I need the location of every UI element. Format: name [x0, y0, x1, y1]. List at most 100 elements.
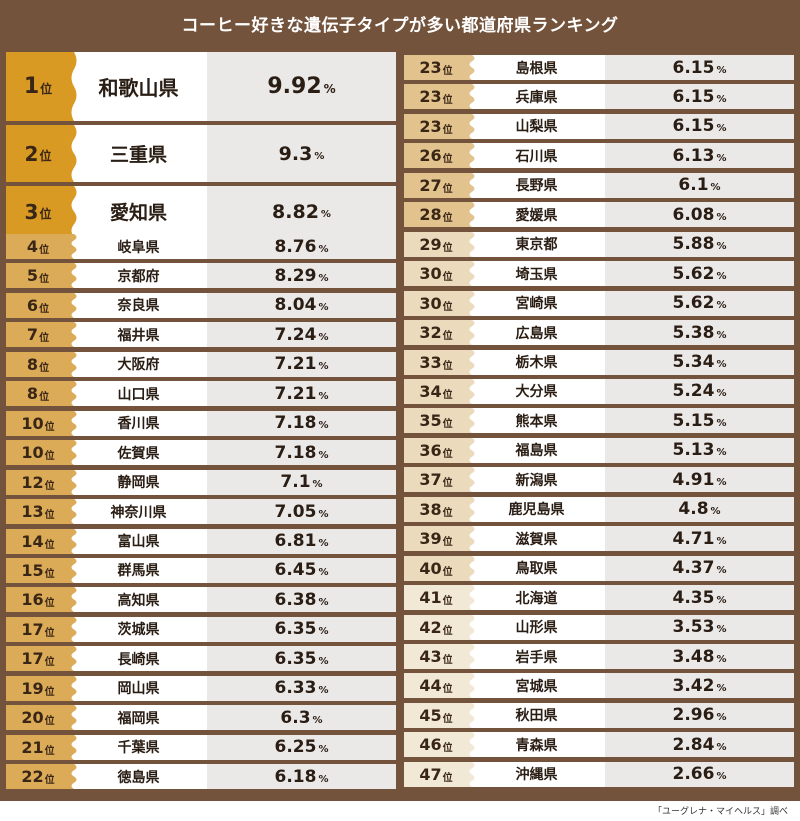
percentage-number: 6.1: [678, 175, 709, 196]
rank-suffix: 位: [40, 82, 53, 96]
rank-number: 6: [26, 295, 39, 315]
percentage-number: 4.71: [672, 528, 715, 549]
rank-number: 8: [26, 384, 39, 404]
rank-number: 27: [419, 175, 442, 195]
percent-sign: %: [716, 417, 727, 429]
rank-label: 19 位: [6, 675, 70, 701]
rank-number: 4: [26, 237, 39, 256]
rank-label: 23 位: [404, 55, 468, 80]
rank-wavy-edge: [468, 496, 475, 522]
rank-label: 28 位: [404, 202, 468, 228]
percentage-number: 4.35: [672, 587, 715, 608]
percent-sign: %: [716, 300, 727, 312]
prefecture-name: 大阪府: [70, 351, 207, 377]
rank-suffix: 位: [44, 598, 55, 610]
ranking-row: 47 位沖縄県 2.66%: [404, 761, 794, 787]
percentage-value: 6.08%: [605, 202, 794, 228]
rank-label: 45 位: [404, 702, 468, 728]
ranking-row: 10 位佐賀県 7.18%: [6, 440, 396, 466]
rank-label: 23 位: [404, 113, 468, 139]
prefecture-name: 鹿児島県: [468, 496, 605, 522]
percentage-value: 8.76%: [207, 234, 396, 259]
rank-number: 15: [21, 560, 44, 580]
percentage-value: 4.91%: [605, 467, 794, 493]
percent-sign: %: [320, 208, 331, 220]
percentage-value: 4.35%: [605, 585, 794, 611]
rank-number: 40: [419, 558, 442, 578]
ranking-row: 33 位栃木県 5.34%: [404, 349, 794, 375]
percentage-number: 6.81: [274, 531, 317, 551]
ranking-row: 40 位鳥取県 4.37%: [404, 555, 794, 581]
rank-wavy-edge: [468, 761, 475, 787]
percentage-value: 6.18%: [207, 764, 396, 790]
rank-suffix: 位: [442, 389, 453, 401]
percentage-value: 7.18%: [207, 410, 396, 436]
percent-sign: %: [716, 771, 727, 783]
percentage-number: 5.62: [672, 263, 715, 284]
prefecture-name: 長崎県: [70, 646, 207, 672]
prefecture-name: 東京都: [468, 231, 605, 257]
rank-number: 30: [419, 293, 442, 313]
prefecture-name: 三重県: [70, 125, 207, 182]
percent-sign: %: [318, 685, 329, 697]
ranking-row: 10 位香川県 7.18%: [6, 410, 396, 436]
rank-label: 46 位: [404, 732, 468, 758]
percentage-number: 5.13: [672, 440, 715, 461]
percentage-number: 2.96: [672, 705, 715, 726]
percent-sign: %: [716, 682, 727, 694]
rank-wavy-edge: [468, 526, 475, 552]
rank-number: 5: [26, 266, 39, 286]
rank-number: 21: [21, 737, 44, 757]
rank-wavy-edge: [468, 437, 475, 463]
rank-suffix: 位: [44, 686, 55, 698]
rank-suffix: 位: [44, 775, 55, 787]
rank-wavy-edge: [70, 186, 77, 237]
rank-label: 27 位: [404, 172, 468, 198]
ranking-row: 5 位京都府 8.29%: [6, 263, 396, 289]
ranking-row: 44 位宮城県 3.42%: [404, 673, 794, 699]
percent-sign: %: [314, 150, 325, 162]
rank-suffix: 位: [39, 149, 52, 163]
ranking-row: 19 位岡山県 6.33%: [6, 675, 396, 701]
percentage-value: 7.1%: [207, 469, 396, 495]
percentage-number: 6.35: [274, 619, 317, 640]
rank-suffix: 位: [39, 362, 50, 374]
rank-label: 10 位: [6, 410, 70, 436]
rank-suffix: 位: [442, 507, 453, 519]
ranking-panel: コーヒー好きな遺伝子タイプが多い都道府県ランキング 1 位和歌山県 9.92% 2 位三…: [0, 0, 800, 801]
rank-label: 44 位: [404, 673, 468, 699]
prefecture-name: 広島県: [468, 320, 605, 346]
rank-wavy-edge: [70, 675, 77, 701]
percent-sign: %: [716, 359, 727, 370]
percent-sign: %: [716, 712, 727, 724]
rank-number: 23: [419, 58, 442, 77]
rank-wavy-edge: [70, 587, 77, 613]
rank-wavy-edge: [468, 84, 475, 110]
percentage-value: 3.48%: [605, 644, 794, 669]
ranking-row: 7 位福井県 7.24%: [6, 322, 396, 348]
percentage-number: 3.48: [672, 646, 715, 667]
rank-suffix: 位: [44, 627, 55, 639]
percentage-value: 5.62%: [605, 261, 794, 287]
rank-suffix: 位: [442, 743, 453, 755]
prefecture-name: 福井県: [70, 322, 207, 348]
ranking-row: 23 位島根県 6.15%: [404, 55, 794, 80]
prefecture-name: 新潟県: [468, 467, 605, 493]
rank-wavy-edge: [70, 616, 77, 642]
rank-suffix: 位: [39, 333, 50, 345]
rank-label: 10 位: [6, 440, 70, 466]
rank-suffix: 位: [44, 716, 55, 728]
rank-label: 13 位: [6, 499, 70, 525]
rank-wavy-edge: [468, 702, 475, 728]
rank-number: 30: [419, 264, 442, 284]
ranking-row: 1 位和歌山県 9.92%: [6, 52, 396, 121]
rank-label: 41 位: [404, 585, 468, 611]
percentage-number: 5.34: [672, 352, 715, 372]
rank-suffix: 位: [39, 274, 50, 286]
percentage-number: 5.88: [672, 234, 715, 255]
percentage-value: 6.1%: [605, 172, 794, 198]
rank-wavy-edge: [468, 320, 475, 346]
prefecture-name: 石川県: [468, 143, 605, 169]
